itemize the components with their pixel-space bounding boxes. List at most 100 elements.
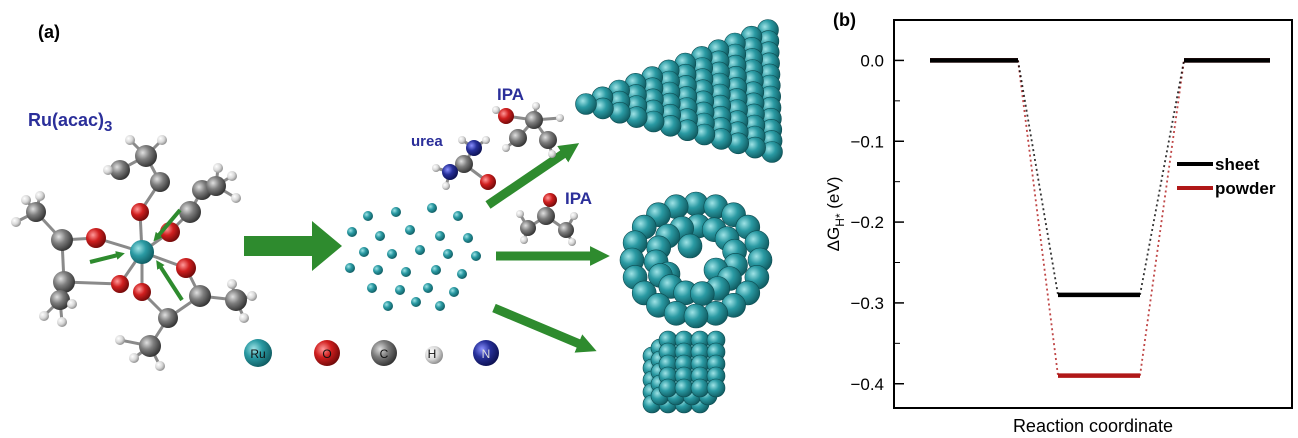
- ipa-label-top: IPA: [497, 85, 524, 104]
- y-tick-label: −0.4: [850, 375, 884, 394]
- carbon-atom: [558, 222, 574, 238]
- ru-nucleus: [463, 233, 473, 243]
- ru-nucleus: [435, 231, 445, 241]
- chart-legend: sheet powder: [1177, 155, 1276, 198]
- ru-atom: [689, 281, 715, 306]
- atom-legend: Ru O C H N: [244, 339, 499, 367]
- powder-connector: [1139, 60, 1185, 376]
- carbon-atom: [135, 145, 157, 167]
- ru-nucleus: [363, 211, 373, 221]
- ru-nucleus: [375, 231, 385, 241]
- nitrogen-atom: [466, 140, 482, 156]
- ru-nanocube: [642, 330, 726, 414]
- ru-atom: [130, 240, 154, 264]
- hydrogen-atom: [432, 164, 440, 172]
- powder-connector: [1017, 60, 1059, 376]
- nitrogen-atom: [442, 164, 458, 180]
- ru-nuclei-cluster: [345, 203, 481, 311]
- oxygen-atom: [543, 193, 557, 207]
- ru-nucleus: [405, 225, 415, 235]
- y-tick-label: 0.0: [860, 51, 884, 70]
- hydrogen-atom: [568, 238, 576, 246]
- x-axis-label: Reaction coordinate: [1013, 416, 1173, 436]
- ru-atom: [677, 233, 703, 259]
- urea-molecule: [432, 136, 496, 190]
- y-tick-label: −0.3: [850, 294, 884, 313]
- hydrogen-atom: [125, 135, 135, 145]
- legend-h-atom: [425, 346, 443, 364]
- hydrogen-atom: [35, 191, 45, 201]
- hydrogen-atom: [129, 353, 139, 363]
- hydrogen-atom: [57, 317, 67, 327]
- carbon-atom: [455, 155, 473, 173]
- ipa-molecule-top: [492, 102, 564, 158]
- urea-label: urea: [411, 133, 443, 150]
- carbon-atom: [150, 172, 170, 192]
- carbon-atom: [139, 335, 161, 357]
- oxygen-atom: [131, 203, 149, 221]
- legend-n-atom: [473, 340, 499, 366]
- carbon-atom: [539, 131, 557, 149]
- small-green-arrow: [89, 251, 125, 264]
- ru-atom: [683, 303, 709, 329]
- hydrogen-atom: [516, 210, 524, 218]
- arrow-to-sheet: [485, 143, 580, 209]
- legend-n-label: N: [482, 347, 491, 361]
- panel-b: (b) 0.0 −0.1 −0.2 −0.3 −0.4 ΔGH* (eV) Reacti…: [824, 10, 1293, 436]
- hydrogen-atom: [239, 313, 249, 323]
- ru-atom: [706, 378, 726, 398]
- ru-nucleus: [431, 265, 441, 275]
- oxygen-atom: [133, 283, 151, 301]
- carbon-atom: [51, 229, 73, 251]
- arrow-to-cube: [492, 303, 597, 353]
- y-axis-label: ΔGH* (eV): [824, 177, 847, 252]
- hydrogen-atom: [442, 182, 450, 190]
- carbon-atom: [520, 220, 536, 236]
- hydrogen-atom: [492, 106, 500, 114]
- legend-h-label: H: [428, 347, 437, 361]
- ipa-label-mid: IPA: [565, 189, 592, 208]
- oxygen-atom: [86, 228, 106, 248]
- oxygen-atom: [176, 258, 196, 278]
- small-green-arrow: [156, 260, 184, 302]
- legend-label-powder: powder: [1215, 179, 1276, 198]
- carbon-atom: [537, 207, 555, 225]
- oxygen-atom: [480, 174, 496, 190]
- ru-hollow-structure: [619, 191, 773, 329]
- ru-nucleus: [345, 263, 355, 273]
- hydrogen-atom: [115, 335, 125, 345]
- hydrogen-atom: [21, 195, 31, 205]
- ru-nucleus: [383, 301, 393, 311]
- sheet-connector: [1017, 60, 1059, 295]
- ru-nucleus: [427, 203, 437, 213]
- ru-nucleus: [359, 247, 369, 257]
- hydrogen-atom: [570, 212, 578, 220]
- carbon-atom: [53, 271, 75, 293]
- ru-nucleus: [391, 207, 401, 217]
- hydrogen-atom: [213, 163, 223, 173]
- ru-atom: [674, 378, 694, 398]
- y-axis: 0.0 −0.1 −0.2 −0.3 −0.4: [850, 51, 904, 394]
- hydrogen-atom: [458, 136, 466, 144]
- hydrogen-atom: [556, 114, 564, 122]
- ru-nucleus: [435, 301, 445, 311]
- ru-nucleus: [471, 251, 481, 261]
- ru-nucleus: [453, 211, 463, 221]
- hydrogen-atom: [231, 193, 241, 203]
- ru-acac3-molecule: [11, 135, 257, 371]
- carbon-atom: [158, 308, 178, 328]
- hydrogen-atom: [227, 171, 237, 181]
- hydrogen-atom: [103, 165, 113, 175]
- ru-nucleus: [347, 227, 357, 237]
- carbon-atom: [509, 129, 527, 147]
- ru-nucleus: [457, 269, 467, 279]
- big-arrow: [244, 221, 342, 271]
- hydrogen-atom: [155, 361, 165, 371]
- panel-a: (a) Ru(acac)3 Ru O C H N IPA: [11, 19, 783, 414]
- y-tick-label: −0.2: [850, 213, 884, 232]
- ru-nucleus: [423, 283, 433, 293]
- hydrogen-atom: [247, 291, 257, 301]
- ru-nucleus: [401, 267, 411, 277]
- hydrogen-atom: [532, 102, 540, 110]
